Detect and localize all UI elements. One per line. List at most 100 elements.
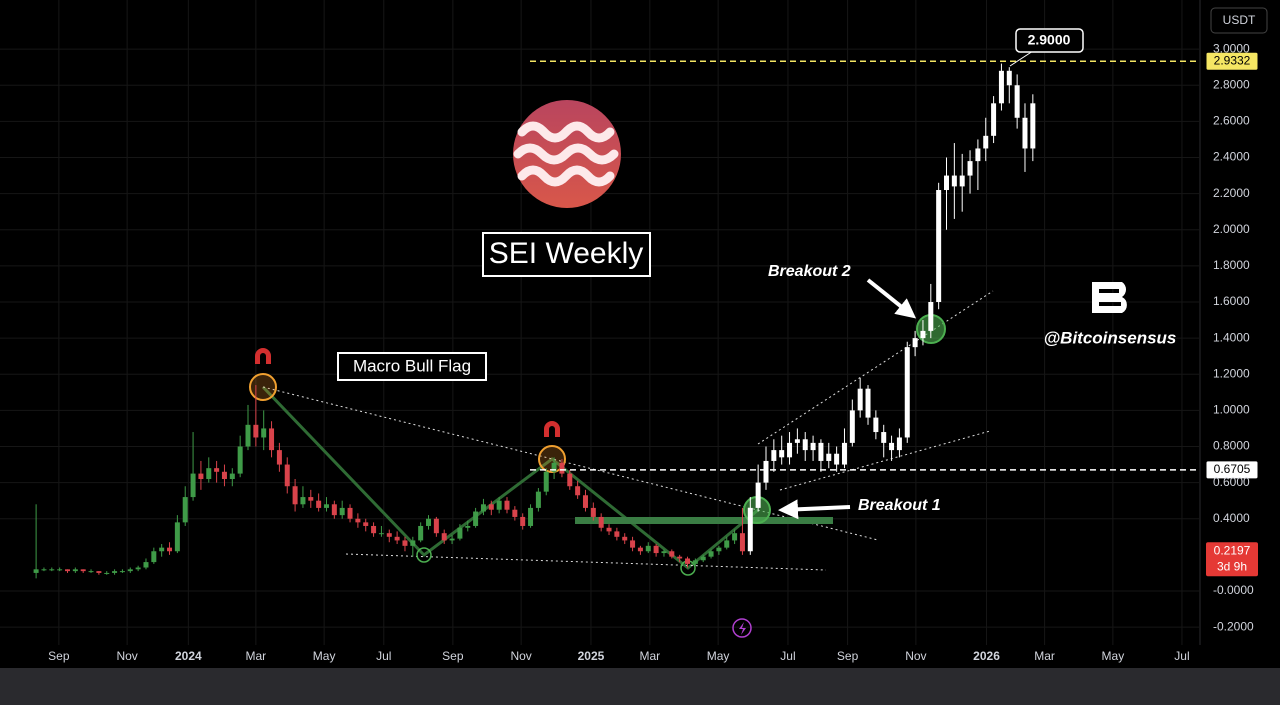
candle-body	[559, 462, 565, 474]
candle-body	[904, 347, 910, 438]
y-tick-label: -0.2000	[1213, 619, 1254, 633]
candle-body	[504, 500, 510, 510]
candle-body	[1006, 70, 1012, 86]
candle-body	[41, 569, 47, 571]
candle-body	[826, 453, 832, 461]
candle-body	[653, 545, 659, 554]
candle-body	[991, 103, 997, 136]
candle-body	[998, 70, 1004, 104]
y-tick-label: 2.6000	[1213, 114, 1250, 128]
candle-body	[732, 533, 738, 541]
candle-body	[316, 500, 322, 508]
candle-body	[441, 533, 447, 541]
candle-body	[1030, 103, 1036, 149]
candle-body	[936, 190, 942, 302]
candle-body	[96, 571, 102, 573]
top-circle	[538, 445, 566, 473]
chart-title: SEI Weekly	[489, 237, 644, 270]
candle-body	[64, 569, 70, 572]
event-icon	[732, 618, 752, 638]
flag-upper-line	[262, 386, 879, 541]
candle-body	[386, 533, 392, 537]
price-label-box	[1205, 51, 1259, 71]
candle-body	[112, 571, 118, 573]
currency-box[interactable]	[1210, 7, 1268, 34]
candle-body	[661, 551, 667, 554]
candle-body	[873, 417, 879, 433]
candle-body	[347, 507, 353, 519]
candle-body	[567, 473, 573, 487]
x-tick-label: Mar	[640, 649, 661, 663]
candle-body	[928, 301, 934, 331]
author-logo	[1092, 282, 1127, 313]
candle-body	[308, 497, 314, 501]
y-tick-label: 0.8000	[1213, 439, 1250, 453]
candle-body	[739, 533, 745, 552]
candle-body	[80, 569, 86, 572]
candle-body	[433, 518, 439, 534]
breakout-label: Breakout 1	[858, 497, 941, 514]
x-tick-label: Sep	[442, 649, 464, 663]
x-tick-label: Nov	[510, 649, 531, 663]
candle-body	[284, 464, 290, 487]
candle-body	[269, 428, 275, 451]
candle-body	[512, 509, 518, 517]
candle-body	[841, 442, 847, 465]
candle-body	[983, 135, 989, 149]
candle-body	[520, 516, 526, 526]
candle-body	[465, 525, 471, 528]
candle-body	[685, 558, 691, 564]
candle-body	[221, 471, 227, 480]
candle-body	[402, 540, 408, 546]
candle-body	[637, 547, 643, 552]
candle-body	[645, 545, 651, 552]
candle-body	[473, 511, 479, 526]
candle-body	[355, 518, 361, 523]
currency-label[interactable]: USDT	[1223, 13, 1256, 27]
y-tick-label: 2.4000	[1213, 150, 1250, 164]
candle-body	[457, 527, 463, 539]
candle-body	[323, 504, 329, 508]
candle-body	[371, 525, 377, 534]
candle-body	[426, 518, 432, 526]
candle-body	[755, 482, 761, 508]
candle-body	[975, 148, 981, 162]
candle-body	[724, 540, 730, 548]
channel-upper	[757, 290, 994, 445]
candle-body	[127, 569, 133, 572]
y-tick-label: 1.2000	[1213, 366, 1250, 380]
price-label-box	[1206, 542, 1258, 577]
candle-body	[276, 450, 282, 465]
candle-body	[253, 424, 259, 438]
y-tick-label: 0.6000	[1213, 475, 1250, 489]
candle-body	[582, 495, 588, 508]
candle-body	[206, 468, 212, 480]
event-icon	[739, 622, 746, 635]
channel-lower	[779, 430, 991, 491]
candle-body	[159, 547, 165, 552]
candle-body	[237, 446, 243, 474]
candle-body	[551, 462, 557, 472]
candle-body	[57, 569, 63, 571]
candle-body	[967, 161, 973, 176]
candle-body	[889, 442, 895, 451]
candle-body	[834, 453, 840, 465]
candle-body	[944, 175, 950, 191]
y-tick-label: 2.8000	[1213, 77, 1250, 91]
candle-body	[630, 540, 636, 548]
candle-body	[300, 497, 306, 505]
candle-body	[700, 556, 706, 561]
candle-body	[535, 491, 541, 508]
candle-body	[763, 460, 769, 483]
candle-body	[787, 442, 793, 458]
x-tick-label: May	[313, 649, 336, 663]
candle-body	[614, 531, 620, 537]
y-tick-label: -0.0000	[1213, 583, 1254, 597]
candle-body	[174, 522, 180, 552]
candle-body	[912, 338, 918, 348]
x-tick-label: May	[707, 649, 730, 663]
candle-body	[449, 538, 455, 541]
candle-body	[849, 410, 855, 443]
candle-body	[802, 439, 808, 451]
